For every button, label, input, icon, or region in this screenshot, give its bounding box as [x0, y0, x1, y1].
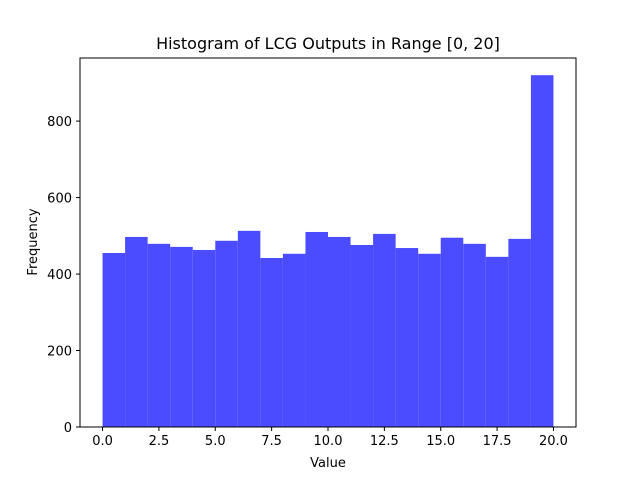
y-tick-label: 600: [47, 192, 72, 207]
x-axis-ticks: 0.0 2.5 5.0 7.5 10.0 12.5 15.0 17.5 20.0: [92, 427, 568, 449]
histogram-bar-17: [485, 256, 509, 427]
histogram-bar-9: [305, 231, 328, 427]
chart-title: Histogram of LCG Outputs in Range [0, 20…: [156, 34, 500, 53]
x-tick-label: 7.5: [261, 434, 282, 449]
y-tick-label: 0: [64, 421, 72, 436]
histogram-bar-2: [147, 243, 171, 427]
y-tick-label: 200: [47, 345, 72, 360]
x-tick-label: 12.5: [370, 434, 399, 449]
histogram-bar-8: [282, 253, 306, 427]
histogram-bar-18: [508, 238, 531, 427]
histogram-bar-11: [350, 244, 374, 427]
y-axis-label: Frequency: [26, 208, 41, 275]
histogram-bar-19: [530, 75, 554, 428]
bars-group: [102, 75, 554, 428]
x-tick-label: 15.0: [426, 434, 455, 449]
histogram-bar-16: [463, 243, 486, 427]
x-tick-label: 5.0: [205, 434, 226, 449]
x-tick-label: 10.0: [314, 434, 343, 449]
histogram-bar-6: [237, 230, 261, 427]
y-tick-label: 800: [47, 115, 72, 130]
histogram-bar-0: [102, 253, 126, 427]
histogram-bar-1: [125, 236, 148, 427]
histogram-bar-5: [215, 240, 238, 427]
histogram-bar-7: [260, 257, 283, 427]
y-axis-ticks: 0 200 400 600 800: [47, 115, 80, 436]
histogram-bar-15: [440, 237, 464, 427]
x-tick-label: 0.0: [92, 434, 113, 449]
histogram-bar-14: [418, 253, 441, 427]
x-tick-label: 20.0: [539, 434, 568, 449]
histogram-bar-3: [170, 246, 193, 427]
histogram-bar-13: [395, 248, 419, 427]
x-axis-label: Value: [310, 456, 346, 471]
y-tick-label: 400: [47, 268, 72, 283]
histogram-bar-4: [192, 249, 216, 427]
x-tick-label: 17.5: [483, 434, 512, 449]
x-tick-label: 2.5: [149, 434, 170, 449]
histogram-bar-12: [373, 233, 396, 427]
histogram-bar-10: [328, 236, 351, 427]
